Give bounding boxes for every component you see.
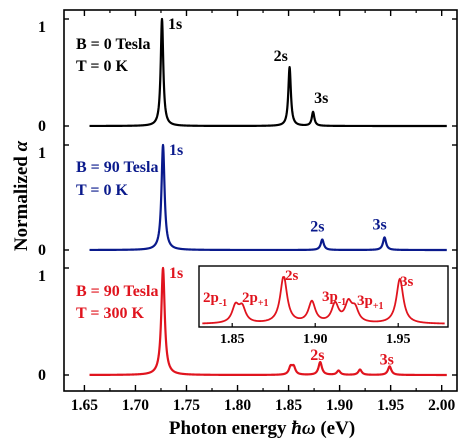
peak-label: 1s (168, 16, 182, 33)
inset-peak-label: 3p-1 (322, 289, 346, 308)
inset-peak-label: 3p+1 (357, 293, 384, 312)
condition-label: T = 300 K (76, 305, 145, 322)
panel-1: 1 0 1s 2s 3s B = 0 Tesla T = 0 K (38, 16, 457, 135)
spectrum-line (88, 143, 448, 252)
condition-label: B = 90 Tesla (76, 283, 158, 300)
inset-spectrum-line (202, 276, 445, 325)
x-tick-label: 1.70 (122, 397, 149, 414)
y-axis-title: Normalized α (11, 140, 32, 251)
x-tick-label: 1.85 (275, 397, 302, 414)
inset-x-tick-label: 1.90 (303, 332, 328, 347)
panel-2: 1 0 1s 2s 3s B = 90 Tesla T = 0 K (38, 142, 457, 259)
condition-label: T = 0 K (76, 58, 129, 75)
x-axis-title: Photon energy ħω (eV) (169, 418, 355, 439)
inset-frame (198, 265, 449, 328)
spectrum-line (88, 266, 448, 377)
y-tick-label-top: 1 (38, 268, 46, 285)
peak-label: 3s (373, 216, 387, 233)
spectrum-line (88, 17, 448, 128)
y-tick-label-bottom: 0 (38, 118, 46, 135)
plot-frame (63, 9, 458, 392)
inset-peak-label: 2p+1 (242, 290, 269, 309)
y-tick-label-top: 1 (38, 145, 46, 162)
peak-label: 2s (310, 219, 324, 236)
peak-label: 1s (169, 142, 183, 159)
inset-x-tick-label: 1.95 (386, 332, 411, 347)
x-tick-label: 1.80 (224, 397, 251, 414)
condition-label: B = 90 Tesla (76, 159, 158, 176)
x-tick-label: 1.95 (377, 397, 404, 414)
x-tick-label: 1.90 (326, 397, 353, 414)
x-tick-label: 1.75 (173, 397, 200, 414)
peak-label: 3s (380, 351, 394, 368)
y-tick-label-top: 1 (38, 19, 46, 36)
y-tick-label-bottom: 0 (38, 367, 46, 384)
panel-3: 1 0 1s 2s 3s B = 90 Tesla T = 300 K (38, 265, 457, 384)
peak-label: 1s (169, 265, 183, 282)
y-tick-label-bottom: 0 (38, 242, 46, 259)
peak-label: 2s (274, 48, 288, 65)
x-tick-label: 1.65 (71, 397, 98, 414)
condition-label: B = 0 Tesla (76, 36, 150, 53)
condition-label: T = 0 K (76, 182, 129, 199)
inset-peak-label: 2s (285, 268, 299, 284)
inset-peak-label: 2p-1 (203, 290, 227, 309)
inset-peak-label: 3s (400, 274, 414, 290)
peak-label: 3s (314, 90, 328, 107)
inset-x-tick-label: 1.85 (220, 332, 245, 347)
peak-label: 2s (310, 347, 324, 364)
x-tick-label: 2.00 (428, 397, 455, 414)
